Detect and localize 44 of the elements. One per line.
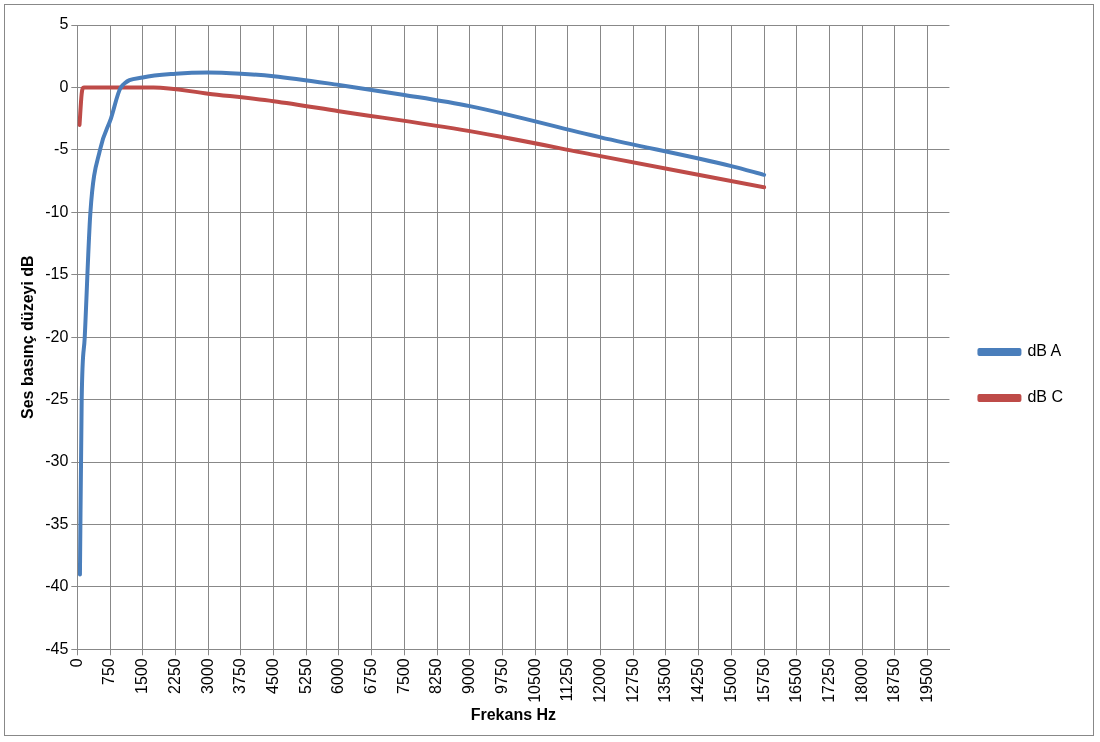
x-tick-label: 13500: [656, 658, 674, 703]
x-axis-title: Frekans Hz: [470, 705, 557, 723]
y-axis-title: Ses basınç düzeyi dB: [19, 255, 37, 419]
x-tick-label: 2250: [165, 658, 183, 694]
y-tick-label: 0: [59, 77, 69, 95]
x-tick-label: 5250: [296, 658, 314, 694]
x-tick-label: 17250: [819, 658, 837, 703]
line-series: [77, 85, 767, 190]
x-tick-label: 18750: [885, 658, 903, 703]
x-tick-label: 0: [67, 658, 85, 668]
y-tick-label: -20: [45, 327, 69, 345]
y-tick-label: -35: [45, 514, 69, 532]
x-tick-label: 12000: [590, 658, 608, 703]
y-tick-label: -40: [45, 577, 69, 595]
x-tick-label: 7500: [394, 658, 412, 694]
x-tick-label: 6750: [362, 658, 380, 694]
x-tick-label: 6000: [329, 658, 347, 694]
x-tick-label: 16500: [787, 658, 805, 703]
x-tick-label: 14250: [689, 658, 707, 703]
x-tick-label: 4500: [263, 658, 281, 694]
x-tick-label: 10500: [525, 658, 543, 703]
legend-label: dB C: [1027, 388, 1064, 406]
x-tick-label: 18000: [852, 658, 870, 703]
y-tick-label: -25: [45, 389, 69, 407]
x-tick-label: 15000: [721, 658, 739, 703]
line-series: [77, 70, 767, 577]
x-tick-label: 11250: [558, 658, 576, 702]
y-tick-label: 5: [59, 15, 69, 33]
x-tick-label: 8250: [427, 658, 445, 694]
y-tick-label: -5: [54, 140, 69, 158]
legend-label: dB A: [1027, 342, 1062, 360]
x-tick-label: 3750: [231, 658, 249, 694]
x-tick-label: 750: [100, 658, 118, 686]
y-tick-label: -15: [45, 265, 69, 283]
x-tick-label: 9750: [492, 658, 510, 694]
x-tick-label: 9000: [460, 658, 478, 694]
x-tick-label: 12750: [623, 658, 641, 703]
y-tick-label: -30: [45, 452, 69, 470]
y-tick-label: -45: [45, 639, 69, 657]
x-tick-label: 3000: [198, 658, 216, 694]
x-tick-label: 19500: [918, 658, 936, 703]
x-tick-label: 15750: [754, 658, 772, 703]
y-tick-label: -10: [45, 202, 69, 220]
x-tick-label: 1500: [133, 658, 151, 694]
